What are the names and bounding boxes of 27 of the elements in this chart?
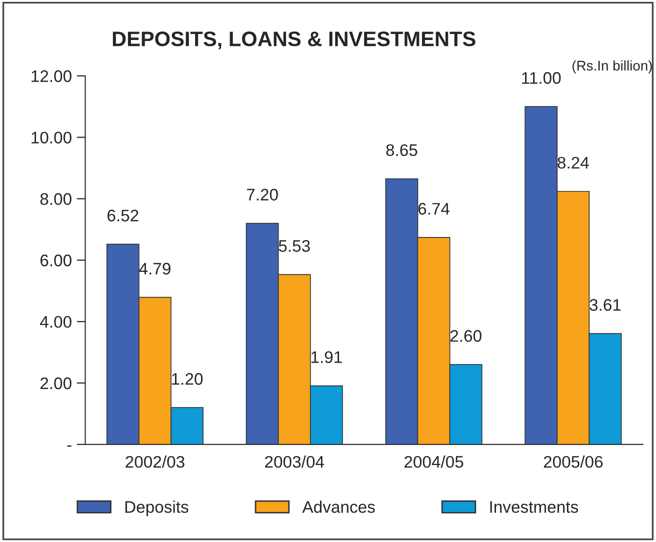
text: 11.00 (522, 72, 561, 84)
y-tick-label: - (67, 445, 72, 447)
text: 8.24 (558, 156, 589, 169)
text: (Rs.In billion) (572, 60, 652, 74)
x-tick-label: 2005/06 (544, 456, 603, 468)
x-tick-label: 2002/03 (126, 456, 184, 468)
text: 2.60 (450, 330, 482, 342)
y-tick-label: 2.00 (40, 377, 72, 390)
text: 1.91 (311, 351, 342, 364)
y-tick-label: 10.00 (32, 132, 72, 144)
y-tick-label: 12.00 (32, 70, 72, 82)
y-tick-label: 8.00 (40, 193, 72, 205)
text: 1.20 (172, 373, 203, 385)
text: 3.61 (590, 299, 621, 311)
text: 8.65 (386, 144, 418, 156)
x-tick-label: 2004/05 (404, 456, 464, 468)
legend-label: Deposits (125, 500, 188, 516)
text: 7.20 (246, 188, 278, 201)
text: 5.53 (278, 240, 310, 252)
text: 6.74 (418, 202, 450, 215)
legend-label: Investments (490, 501, 578, 513)
x-tick-label: 2003/04 (265, 456, 324, 468)
y-tick-label: 6.00 (40, 254, 72, 266)
legend-label: Advances (302, 500, 375, 513)
y-tick-label: 4.00 (40, 316, 72, 328)
text: 6.52 (108, 210, 138, 222)
chart-title: DEPOSITS, LOANS & INVESTMENTS (112, 32, 476, 50)
